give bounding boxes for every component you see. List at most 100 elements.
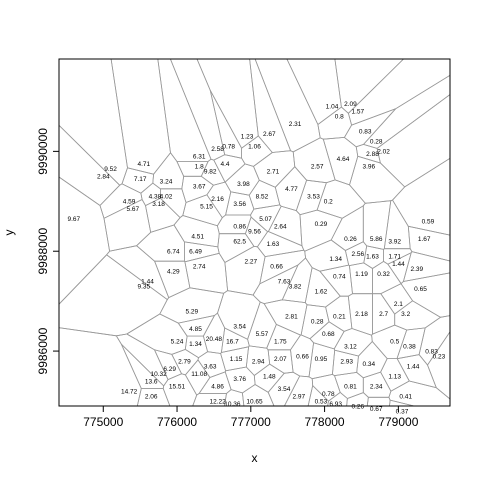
point-label: 10.65 — [246, 398, 263, 405]
point-label: 6.93 — [329, 401, 342, 408]
voronoi-cell — [158, 59, 211, 161]
point-label: 6.31 — [193, 154, 206, 161]
point-label: 4.85 — [189, 326, 202, 333]
point-label: 3.56 — [233, 201, 246, 208]
y-tick-label: 9990000 — [36, 128, 50, 175]
voronoi-cell — [381, 284, 413, 314]
point-label: 0.23 — [433, 353, 446, 360]
point-label: 0.66 — [270, 264, 283, 271]
voronoi-cell — [111, 59, 170, 174]
point-label: 15.51 — [169, 383, 186, 390]
point-label: 1.13 — [388, 373, 401, 380]
point-label: 1.34 — [329, 256, 342, 263]
point-label: 3.92 — [388, 239, 401, 246]
point-label: 2.67 — [263, 131, 276, 138]
voronoi-cell — [174, 216, 219, 247]
point-label: 0.66 — [296, 353, 309, 360]
point-label: 1.67 — [418, 236, 431, 243]
point-label: 2.09 — [344, 101, 357, 108]
point-label: 1.63 — [267, 241, 280, 248]
point-label: 2.93 — [340, 358, 353, 365]
voronoi-cell — [408, 226, 450, 261]
point-label: 2.27 — [244, 259, 257, 266]
point-label: 2.64 — [274, 224, 287, 231]
point-label: 0.2 — [324, 199, 333, 206]
voronoi-cell — [185, 253, 228, 293]
point-label: 10.32 — [150, 371, 167, 378]
point-label: 4.77 — [285, 186, 298, 193]
voronoi-cell — [367, 397, 390, 406]
point-label: 1.15 — [230, 356, 243, 363]
voronoi-cell — [248, 302, 277, 348]
point-label: 3.98 — [237, 181, 250, 188]
point-label: 0.68 — [322, 331, 335, 338]
point-label: 0.21 — [333, 313, 346, 320]
point-label: 3.24 — [160, 179, 173, 186]
point-label: 16.7 — [226, 338, 239, 345]
voronoi-cell — [160, 288, 224, 323]
point-label: 9.52 — [104, 166, 117, 173]
point-label: 2.02 — [377, 149, 390, 156]
point-label: 2.84 — [97, 174, 110, 181]
point-label: 4.4 — [220, 161, 229, 168]
voronoi-cell — [293, 138, 335, 183]
point-label: 2.74 — [193, 264, 206, 271]
voronoi-cell — [257, 232, 303, 257]
y-tick-label: 9986000 — [36, 327, 50, 374]
point-label: 0.26 — [351, 403, 364, 410]
point-label: 2.71 — [267, 169, 280, 176]
point-label: 3.12 — [344, 343, 357, 350]
voronoi-cell — [305, 240, 349, 271]
point-label: 8.52 — [256, 194, 269, 201]
point-label: 3.53 — [307, 194, 320, 201]
point-label: 0.67 — [370, 406, 383, 413]
point-label: 0.83 — [359, 129, 372, 136]
point-label: 5.67 — [126, 206, 139, 213]
point-label: 2.7 — [379, 311, 388, 318]
voronoi-cell — [267, 324, 301, 349]
voronoi-cell — [357, 342, 388, 378]
x-tick-label: 779000 — [378, 415, 418, 429]
point-label: 0.38 — [403, 343, 416, 350]
point-label: 2.94 — [252, 358, 265, 365]
point-label: 4.59 — [123, 199, 136, 206]
point-label: 2.06 — [145, 393, 158, 400]
point-label: 11.08 — [191, 371, 207, 378]
point-label: 3.2 — [401, 311, 410, 318]
point-label: 1.34 — [189, 341, 202, 348]
point-label: 1.75 — [274, 338, 287, 345]
point-label: 0.8 — [335, 114, 344, 121]
voronoi-cell — [428, 332, 451, 399]
point-label: 1.06 — [248, 144, 261, 151]
voronoi-cell — [349, 263, 372, 294]
point-label: 0.59 — [422, 219, 435, 226]
voronoi-cell — [59, 255, 167, 336]
point-label: 2.88 — [366, 151, 379, 158]
point-label: 1.44 — [392, 261, 405, 268]
point-label: 20.48 — [206, 336, 223, 343]
point-label: 0.41 — [399, 393, 412, 400]
point-label: 1.04 — [326, 104, 339, 111]
point-label: 4.86 — [211, 383, 224, 390]
point-label: 1.8 — [195, 164, 204, 171]
voronoi-cell — [155, 261, 190, 297]
x-axis-title: x — [252, 451, 258, 465]
point-label: 4.51 — [191, 234, 204, 241]
point-label: 0.32 — [377, 271, 390, 278]
point-label: 1.23 — [241, 134, 254, 141]
voronoi-cell — [127, 314, 187, 354]
point-label: 10.36 — [224, 401, 241, 408]
point-label: 2.34 — [370, 383, 383, 390]
voronoi-cell — [100, 184, 142, 219]
point-label: 3.63 — [204, 363, 217, 370]
voronoi-cell — [334, 329, 372, 357]
voronoi-cell — [116, 334, 168, 386]
point-label: 5.24 — [171, 338, 184, 345]
point-label: 6.74 — [167, 249, 180, 256]
voronoi-cell — [59, 177, 110, 304]
point-label: 3.54 — [278, 386, 291, 393]
x-tick-label: 778000 — [305, 415, 345, 429]
point-label: 5.57 — [256, 331, 269, 338]
point-label: 1.62 — [315, 289, 328, 296]
